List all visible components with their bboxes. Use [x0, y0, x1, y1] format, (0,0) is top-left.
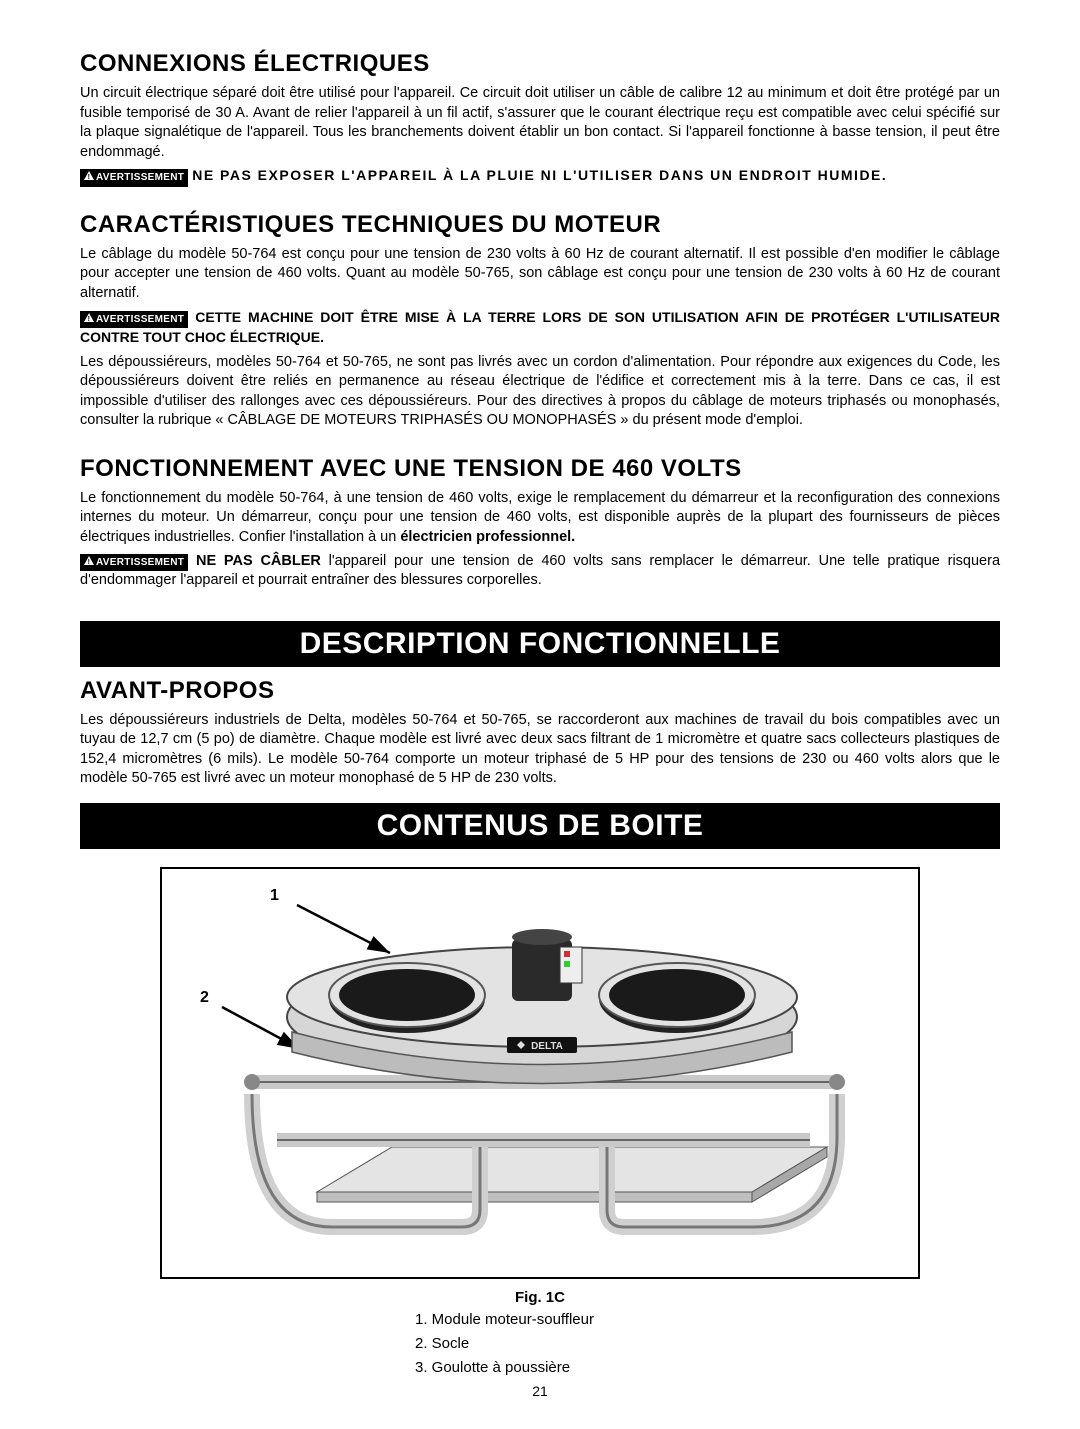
banner-contenus: CONTENUS DE BOITE — [80, 803, 1000, 849]
body-avantpropos: Les dépoussiéreurs industriels de Delta,… — [80, 711, 1000, 789]
warning-bold-prefix: NE PAS CÂBLER — [196, 553, 321, 569]
heading-avantpropos: AVANT-PROPOS — [80, 677, 1000, 705]
figure-legend-2: 2. Socle — [80, 1334, 1000, 1354]
base-stand — [244, 1074, 845, 1227]
body-fonctionnement-bold: électricien professionnel. — [400, 529, 575, 545]
warning-caracteristiques: ! AVERTISSEMENT CETTE MACHINE DOIT ÊTRE … — [80, 308, 1000, 349]
warning-connexions: ! AVERTISSEMENT NE PAS EXPOSER L'APPAREI… — [80, 166, 1000, 187]
figure-1c: 1 2 — [160, 867, 920, 1279]
figure-callout-1: 1 — [270, 887, 279, 905]
warning-badge-text: AVERTISSEMENT — [96, 557, 184, 568]
svg-text:!: ! — [88, 559, 91, 565]
svg-text:!: ! — [88, 316, 91, 322]
figure-legend-3: 3. Goulotte à poussière — [80, 1358, 1000, 1378]
warning-badge-text: AVERTISSEMENT — [96, 314, 184, 325]
body-connexions: Un circuit électrique séparé doit être u… — [80, 84, 1000, 162]
warning-text: NE PAS EXPOSER L'APPAREIL À LA PLUIE NI … — [192, 167, 887, 183]
page-number: 21 — [80, 1383, 1000, 1399]
figure-legend-1: 1. Module moteur-souffleur — [80, 1310, 1000, 1330]
figure-drawing: DELTA — [192, 887, 892, 1247]
banner-description: DESCRIPTION FONCTIONNELLE — [80, 621, 1000, 667]
figure-caption: Fig. 1C — [80, 1289, 1000, 1306]
figure-callout-2: 2 — [200, 989, 209, 1007]
warning-badge: ! AVERTISSEMENT — [80, 554, 188, 572]
warning-badge: ! AVERTISSEMENT — [80, 169, 188, 187]
svg-text:DELTA: DELTA — [531, 1041, 563, 1052]
body-caracteristiques-1: Le câblage du modèle 50-764 est conçu po… — [80, 245, 1000, 304]
warning-badge-text: AVERTISSEMENT — [96, 172, 184, 183]
body-caracteristiques-2: Les dépoussiéreurs, modèles 50-764 et 50… — [80, 353, 1000, 431]
warning-triangle-icon: ! — [84, 556, 94, 570]
body-fonctionnement: Le fonctionnement du modèle 50-764, à un… — [80, 489, 1000, 548]
svg-text:!: ! — [88, 174, 91, 180]
warning-fonctionnement: ! AVERTISSEMENT NE PAS CÂBLER l'appareil… — [80, 552, 1000, 591]
manual-page: CONNEXIONS ÉLECTRIQUES Un circuit électr… — [0, 0, 1080, 1429]
warning-triangle-icon: ! — [84, 171, 94, 185]
heading-fonctionnement: FONCTIONNEMENT AVEC UNE TENSION DE 460 V… — [80, 455, 1000, 483]
heading-caracteristiques: CARACTÉRISTIQUES TECHNIQUES DU MOTEUR — [80, 211, 1000, 239]
warning-triangle-icon: ! — [84, 313, 94, 327]
warning-text: CETTE MACHINE DOIT ÊTRE MISE À LA TERRE … — [80, 309, 1000, 346]
heading-connexions: CONNEXIONS ÉLECTRIQUES — [80, 50, 1000, 78]
blower-housing: DELTA — [287, 929, 797, 1084]
warning-badge: ! AVERTISSEMENT — [80, 311, 188, 329]
